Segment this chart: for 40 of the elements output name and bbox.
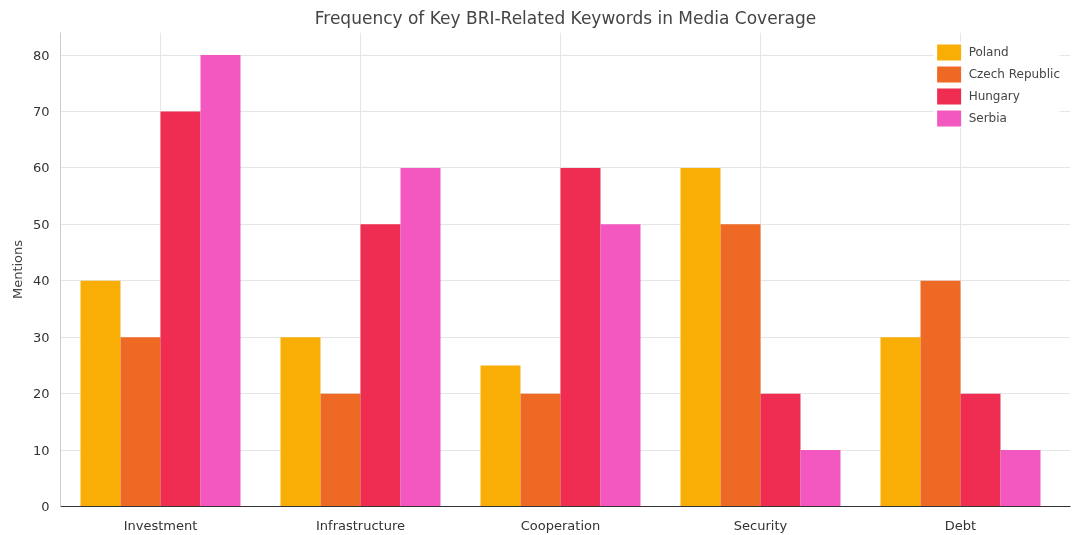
bar [320, 393, 361, 507]
y-tick-label: 80 [32, 47, 50, 63]
y-tick-label: 30 [32, 329, 50, 345]
y-tick-label: 50 [32, 216, 50, 232]
bar [560, 167, 601, 507]
y-tick-label: 0 [41, 499, 50, 514]
bar [1000, 450, 1041, 507]
bar [680, 167, 721, 507]
y-tick-label: 10 [32, 442, 50, 458]
bar [520, 393, 561, 507]
bar [200, 55, 241, 507]
bar [80, 280, 121, 507]
bar [160, 111, 201, 507]
bar [360, 224, 401, 507]
legend-label: Czech Republic [968, 67, 1060, 81]
x-tick-label: Investment [123, 517, 198, 533]
bar [720, 224, 761, 507]
x-tick-label: Security [733, 517, 788, 533]
y-tick-label: 20 [32, 386, 50, 402]
bar [600, 224, 641, 507]
bar [920, 280, 961, 507]
bar [880, 337, 921, 507]
bar [400, 167, 441, 507]
y-axis-title: Mentions [9, 239, 25, 300]
x-tick-label: Cooperation [520, 517, 601, 533]
legend-label: Hungary [968, 89, 1020, 103]
y-tick-label: 40 [32, 273, 50, 289]
y-tick-label: 70 [32, 104, 50, 119]
bar [120, 337, 161, 507]
legend-label: Serbia [968, 111, 1007, 125]
bar [280, 337, 321, 507]
bar [760, 393, 801, 507]
y-tick-label: 60 [32, 160, 50, 176]
x-tick-label: Debt [944, 517, 977, 533]
bar [800, 450, 841, 507]
bar [480, 365, 521, 507]
chart-title: Frequency of Key BRI-Related Keywords in Media Coverage [314, 7, 817, 28]
legend-label: Poland [968, 45, 1009, 59]
x-tick-label: Infrastructure [316, 517, 405, 533]
bar [960, 393, 1001, 507]
